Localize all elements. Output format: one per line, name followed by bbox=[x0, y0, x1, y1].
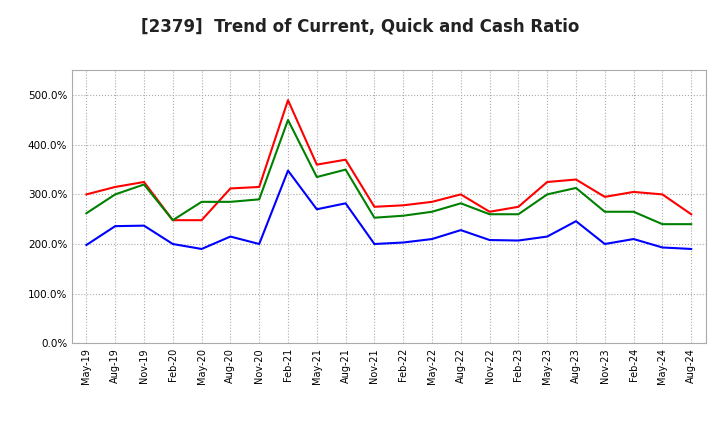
Current Ratio bbox=[428, 199, 436, 205]
Line: Cash Ratio: Cash Ratio bbox=[86, 171, 691, 249]
Quick Ratio bbox=[428, 209, 436, 214]
Cash Ratio bbox=[687, 246, 696, 252]
Quick Ratio bbox=[629, 209, 638, 214]
Current Ratio bbox=[312, 162, 321, 167]
Quick Ratio bbox=[514, 212, 523, 217]
Quick Ratio bbox=[658, 221, 667, 227]
Current Ratio bbox=[370, 204, 379, 209]
Current Ratio bbox=[197, 217, 206, 223]
Quick Ratio bbox=[485, 212, 494, 217]
Cash Ratio bbox=[428, 236, 436, 242]
Quick Ratio bbox=[399, 213, 408, 218]
Quick Ratio bbox=[687, 221, 696, 227]
Quick Ratio bbox=[284, 117, 292, 123]
Line: Current Ratio: Current Ratio bbox=[86, 100, 691, 220]
Cash Ratio bbox=[197, 246, 206, 252]
Quick Ratio bbox=[255, 197, 264, 202]
Current Ratio bbox=[543, 180, 552, 185]
Current Ratio bbox=[600, 194, 609, 199]
Quick Ratio bbox=[226, 199, 235, 205]
Current Ratio bbox=[255, 184, 264, 190]
Current Ratio bbox=[111, 184, 120, 190]
Cash Ratio bbox=[255, 242, 264, 247]
Cash Ratio bbox=[543, 234, 552, 239]
Cash Ratio bbox=[284, 168, 292, 173]
Quick Ratio bbox=[543, 192, 552, 197]
Current Ratio bbox=[226, 186, 235, 191]
Cash Ratio bbox=[572, 219, 580, 224]
Quick Ratio bbox=[456, 201, 465, 206]
Cash Ratio bbox=[658, 245, 667, 250]
Quick Ratio bbox=[111, 192, 120, 197]
Quick Ratio bbox=[572, 185, 580, 191]
Current Ratio bbox=[168, 217, 177, 223]
Cash Ratio bbox=[514, 238, 523, 243]
Cash Ratio bbox=[140, 223, 148, 228]
Cash Ratio bbox=[341, 201, 350, 206]
Current Ratio bbox=[82, 192, 91, 197]
Text: [2379]  Trend of Current, Quick and Cash Ratio: [2379] Trend of Current, Quick and Cash … bbox=[141, 18, 579, 36]
Cash Ratio bbox=[399, 240, 408, 245]
Current Ratio bbox=[658, 192, 667, 197]
Quick Ratio bbox=[370, 215, 379, 220]
Current Ratio bbox=[399, 203, 408, 208]
Current Ratio bbox=[456, 192, 465, 197]
Current Ratio bbox=[629, 189, 638, 194]
Cash Ratio bbox=[600, 242, 609, 247]
Quick Ratio bbox=[312, 174, 321, 180]
Current Ratio bbox=[341, 157, 350, 162]
Cash Ratio bbox=[312, 207, 321, 212]
Quick Ratio bbox=[341, 167, 350, 172]
Cash Ratio bbox=[370, 242, 379, 247]
Cash Ratio bbox=[82, 242, 91, 248]
Current Ratio bbox=[687, 212, 696, 217]
Cash Ratio bbox=[226, 234, 235, 239]
Cash Ratio bbox=[629, 236, 638, 242]
Quick Ratio bbox=[140, 182, 148, 187]
Quick Ratio bbox=[600, 209, 609, 214]
Current Ratio bbox=[140, 180, 148, 185]
Quick Ratio bbox=[82, 211, 91, 216]
Cash Ratio bbox=[456, 227, 465, 233]
Cash Ratio bbox=[111, 224, 120, 229]
Line: Quick Ratio: Quick Ratio bbox=[86, 120, 691, 224]
Quick Ratio bbox=[197, 199, 206, 205]
Current Ratio bbox=[514, 204, 523, 209]
Cash Ratio bbox=[168, 242, 177, 247]
Current Ratio bbox=[284, 98, 292, 103]
Cash Ratio bbox=[485, 238, 494, 243]
Current Ratio bbox=[572, 177, 580, 182]
Current Ratio bbox=[485, 209, 494, 214]
Quick Ratio bbox=[168, 217, 177, 223]
